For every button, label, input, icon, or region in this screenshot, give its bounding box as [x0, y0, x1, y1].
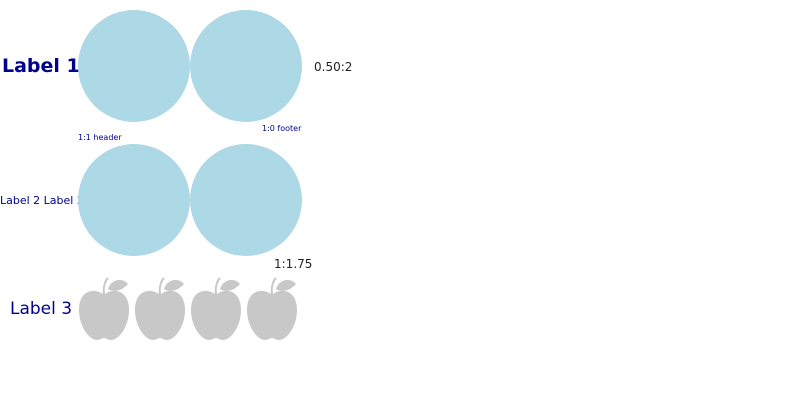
apple-icon: [191, 277, 241, 340]
apple-icon: [247, 277, 297, 340]
row-label-1: Label 1: [2, 55, 80, 77]
row-1-value: 0.50:2: [314, 60, 353, 74]
apple-icon: [79, 277, 129, 340]
row-1-header: 1:1 header: [78, 133, 122, 142]
row-label-3: Label 3: [10, 299, 73, 319]
circle-marker: [78, 144, 190, 256]
circle-marker: [190, 144, 302, 256]
circle-marker: [190, 10, 302, 122]
apple-icon: [135, 277, 185, 340]
row-label-2: Label 2 Label 2: [0, 194, 84, 207]
row-1-footer: 1:0 footer: [262, 124, 302, 133]
row-2-value: 1:1.75: [274, 257, 313, 271]
circle-marker: [78, 10, 190, 122]
